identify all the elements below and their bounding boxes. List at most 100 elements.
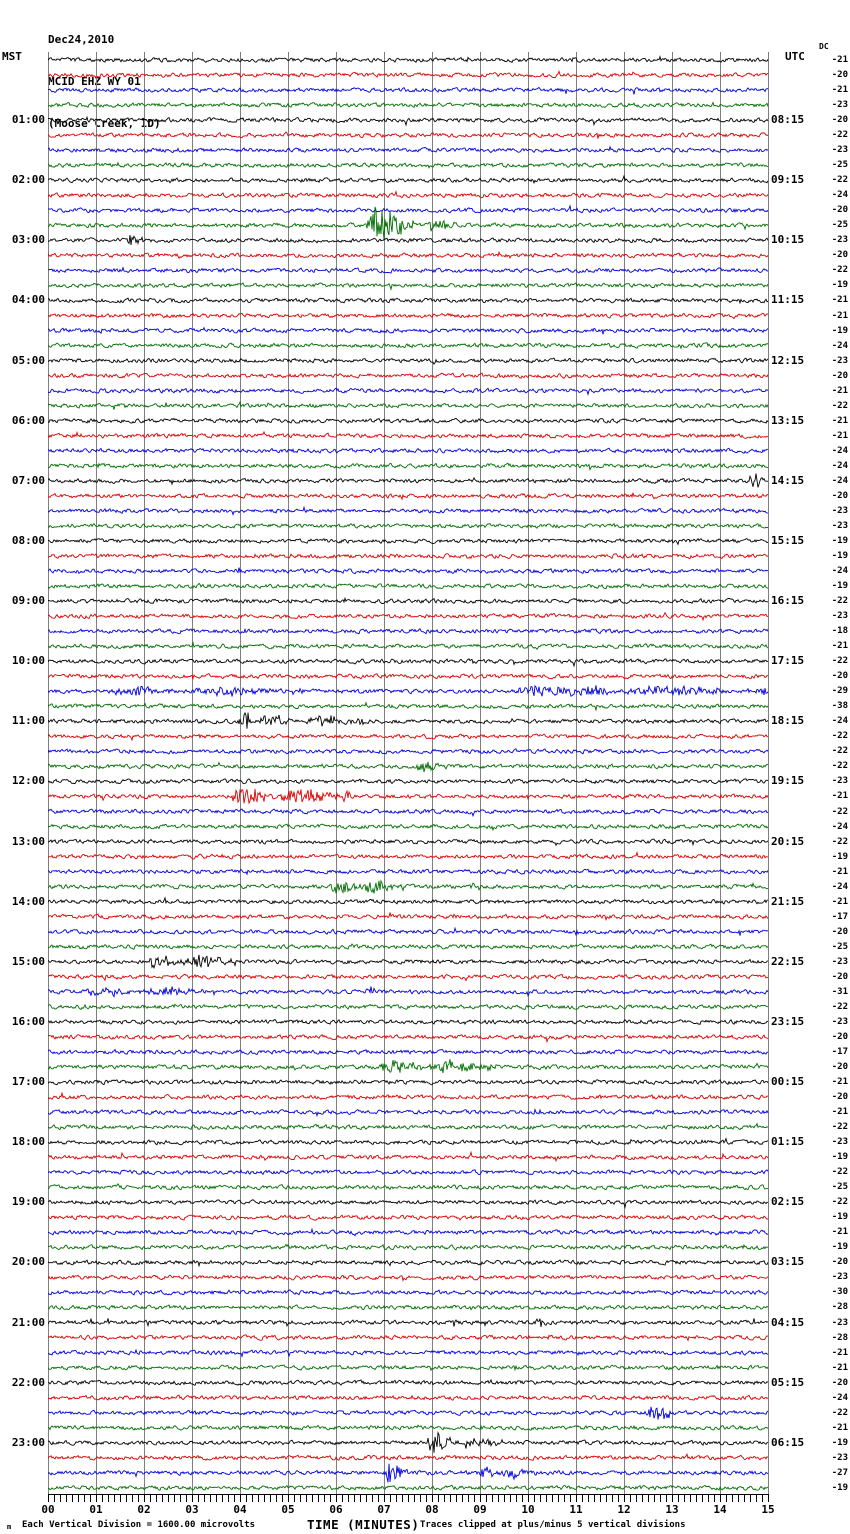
trace-row [48,553,769,560]
footnote-glyph: m [7,1523,12,1531]
x-tick-label: 00 [41,1503,55,1516]
trace-row [48,372,769,379]
trace-row [48,1048,768,1056]
dc-offset-value: -19 [831,1437,848,1448]
dc-offset-value: -23 [831,145,848,156]
utc-hour-label: 12:15 [771,353,805,367]
dc-offset-value: -19 [831,581,848,592]
left-timezone-label: MST [2,50,22,63]
dc-offset-value: -21 [831,55,848,65]
dc-offset-value: -23 [831,505,848,516]
trace-row [48,462,769,472]
dc-offset-value: -21 [831,310,848,321]
trace-row [48,206,769,240]
trace-row [48,430,769,439]
dc-offset-value: -21 [831,1347,848,1358]
trace-row [48,190,769,199]
utc-hour-label: 15:15 [771,533,805,547]
dc-offset-value: -21 [831,1422,848,1433]
dc-offset-value: -23 [831,956,848,967]
dc-offset-value: -20 [831,971,848,982]
trace-row [48,115,769,127]
dc-offset-value: -25 [831,941,848,952]
dc-offset-value: -24 [831,1392,848,1403]
utc-hour-label: 02:15 [771,1195,805,1209]
trace-row [48,912,769,922]
dc-offset-value: -21 [831,295,848,306]
x-tick-label: 09 [473,1503,487,1516]
trace-row [48,823,769,832]
trace-row [48,627,769,635]
trace-row [48,1227,769,1237]
utc-hour-label: 19:15 [771,774,805,788]
trace-row [48,1394,769,1401]
utc-hour-label: 13:15 [771,413,805,427]
dc-offset-value: -22 [831,400,848,411]
trace-row [48,1348,769,1359]
x-tick-label: 13 [665,1503,679,1516]
trace-row [48,342,769,350]
utc-hour-label: 22:15 [771,954,805,968]
trace-row [48,1003,769,1011]
utc-hour-label: 03:15 [771,1255,805,1269]
trace-row [48,1033,769,1044]
trace-row [48,973,769,982]
utc-hour-label: 18:15 [771,714,805,728]
trace-row [48,1274,769,1282]
mst-hour-label: 02:00 [11,173,45,187]
utc-hour-label: 11:15 [771,293,805,307]
dc-offset-value: -24 [831,566,848,577]
dc-offset-value: -23 [831,1452,848,1463]
utc-hour-label: 23:15 [771,1014,805,1028]
trace-row [48,1214,769,1221]
dc-offset-value: -22 [831,265,848,276]
trace-row [48,400,769,410]
dc-offset-value: -22 [831,1122,848,1133]
dc-offset-value: -23 [831,1137,848,1148]
trace-row [48,357,769,365]
trace-row [48,1289,769,1296]
trace-row [48,896,769,905]
dc-offset-value: -21 [831,866,848,877]
dc-offset-value: -19 [831,1482,848,1493]
utc-hour-label: 00:15 [771,1075,805,1089]
mst-hour-label: 08:00 [11,533,45,547]
dc-offset-value: -23 [831,1016,848,1027]
dc-offset-value: -20 [831,1062,848,1072]
trace-row [48,582,769,590]
utc-hour-label: 05:15 [771,1375,805,1389]
trace-row [48,611,769,622]
dc-offset-value: -24 [831,475,848,486]
trace-row [48,86,769,95]
mst-hour-label: 11:00 [11,714,45,728]
trace-row [48,1108,769,1118]
trace-row [48,761,769,773]
trace-row [48,641,769,651]
dc-offset-value: -22 [831,761,848,772]
dc-offset-value: -20 [831,70,848,81]
utc-hour-label: 09:15 [771,173,805,187]
trace-row [48,1378,769,1386]
dc-offset-value: -23 [831,235,848,246]
dc-offset-value: -23 [831,1272,848,1283]
trace-row [48,55,769,64]
trace-row [48,1424,769,1431]
trace-row [48,1406,769,1420]
dc-offset-value: -22 [831,175,848,186]
trace-row [48,101,769,109]
mst-hour-label: 17:00 [11,1075,45,1089]
x-tick-label: 03 [185,1503,199,1516]
x-tick-label: 07 [377,1503,391,1516]
dc-offset-value: -23 [831,1317,848,1328]
dc-offset-value: -21 [831,385,848,396]
dc-offset-value: -24 [831,190,848,201]
dc-offset-value: -19 [831,851,848,862]
x-tick-label: 14 [713,1503,727,1516]
trace-row [48,1122,769,1131]
x-tick-label: 08 [425,1503,439,1516]
dc-offset-value: -23 [831,100,848,111]
mst-hour-label: 15:00 [11,954,45,968]
x-tick-label: 11 [569,1503,583,1516]
x-tick-label: 10 [521,1503,535,1516]
dc-offset-value: -19 [831,325,848,336]
